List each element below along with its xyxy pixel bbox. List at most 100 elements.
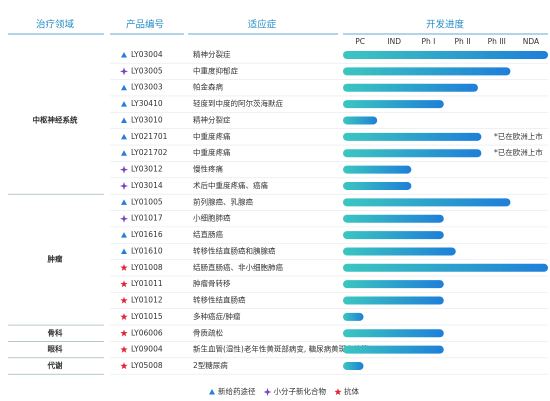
- icon: [120, 280, 128, 288]
- icon: [121, 150, 127, 156]
- progress-bar: [343, 312, 364, 321]
- product-code: LY01015: [131, 312, 163, 321]
- legend-label: 小分子新化合物: [274, 386, 327, 396]
- area-label: 骨科: [48, 327, 63, 337]
- progress-bar: [343, 100, 444, 109]
- phase-label: PC: [355, 37, 365, 46]
- progress-bar: [343, 165, 412, 174]
- icon: [120, 296, 128, 304]
- product-code: LY06006: [131, 328, 163, 337]
- progress-bar: [343, 51, 548, 59]
- icon: [121, 248, 127, 254]
- header: 治疗领域: [36, 19, 75, 31]
- progress-bar: [343, 263, 548, 272]
- indication: 转移性结直肠癌: [193, 295, 246, 305]
- icon: [120, 67, 128, 76]
- progress-bar: [343, 67, 511, 76]
- indication: 精神分裂症: [193, 49, 231, 59]
- icon: [121, 133, 127, 140]
- icon: [120, 264, 128, 271]
- indication: 前列腺癌、乳腺癌: [193, 196, 253, 206]
- product-code: LY021702: [131, 148, 168, 157]
- phase-label: Ph II: [455, 37, 471, 46]
- progress-bar: [343, 231, 444, 240]
- area-label: 肿瘤: [47, 254, 63, 264]
- progress-bar: [343, 296, 444, 305]
- progress-bar: [343, 247, 456, 256]
- header: 产品编号: [126, 19, 164, 31]
- indication: 中重度抑郁症: [193, 65, 238, 75]
- legend-label: 抗体: [344, 386, 359, 396]
- product-code: LY03005: [131, 66, 163, 75]
- indication: 中重度疼痛: [193, 131, 231, 141]
- icon: [209, 389, 215, 395]
- indication: 转移性结直肠癌和胰腺癌: [193, 245, 276, 255]
- product-code: LY01616: [131, 230, 163, 239]
- progress-bar: [343, 181, 412, 190]
- phase-label: Ph I: [421, 37, 435, 46]
- product-code: LY03004: [131, 50, 163, 59]
- phase-label: NDA: [523, 37, 540, 46]
- phase-label: IND: [387, 37, 401, 46]
- product-code: LY01011: [131, 279, 163, 288]
- icon: [120, 214, 128, 223]
- indication: 多种癌症/肿瘤: [193, 311, 241, 321]
- icon: [120, 313, 128, 320]
- progress-bar: [343, 132, 482, 141]
- progress-bar: [343, 149, 482, 158]
- product-code: LY03014: [131, 181, 163, 190]
- indication: 慢性疼痛: [193, 164, 223, 174]
- product-code: LY01017: [131, 214, 163, 223]
- progress-bar: [343, 329, 444, 338]
- area-label: 代谢: [47, 360, 63, 370]
- icon: [334, 388, 342, 396]
- indication: 精神分裂症: [193, 114, 231, 124]
- area-label: 眼科: [48, 344, 63, 354]
- icon: [120, 329, 128, 337]
- note: *已在欧洲上市: [494, 147, 543, 157]
- icon: [120, 181, 128, 190]
- product-code: LY03010: [131, 115, 163, 124]
- header: 适应症: [248, 19, 277, 31]
- indication: 中重度疼痛: [193, 147, 231, 157]
- progress-bar: [343, 214, 444, 223]
- product-code: LY01008: [131, 263, 163, 272]
- progress-bar: [343, 345, 444, 354]
- indication: 术后中重度疼痛、癌痛: [193, 180, 268, 190]
- header: 开发进度: [426, 19, 465, 31]
- icon: [121, 101, 127, 107]
- icon: [121, 199, 127, 205]
- icon: [120, 362, 128, 370]
- indication: 结肠直肠癌、非小细胞肺癌: [193, 262, 283, 272]
- note: *已在欧洲上市: [494, 131, 543, 141]
- indication: 新生血管(湿性)老年性黄斑部病变, 糖尿病黄斑水肿等: [193, 344, 369, 354]
- icon: [120, 165, 128, 174]
- progress-bar: [343, 116, 378, 125]
- icon: [120, 345, 128, 353]
- product-code: LY021701: [131, 132, 168, 141]
- area-label: 中枢神经系统: [33, 114, 78, 124]
- product-code: LY01610: [131, 246, 163, 255]
- indication: 2型糖尿病: [193, 360, 228, 370]
- indication: 骨质疏松: [193, 327, 223, 337]
- indication: 轻度到中度的阿尔茨海默症: [193, 98, 283, 108]
- indication: 小细胞肺癌: [193, 213, 231, 223]
- indication: 结直肠癌: [193, 229, 223, 239]
- icon: [121, 232, 127, 238]
- icon: [121, 52, 127, 58]
- icon: [121, 117, 127, 123]
- progress-bar: [343, 198, 511, 207]
- product-code: LY01012: [131, 296, 163, 305]
- product-code: LY05008: [131, 361, 163, 370]
- phase-label: Ph III: [488, 37, 506, 46]
- icon: [263, 388, 272, 396]
- product-code: LY01005: [131, 197, 163, 206]
- product-code: LY09004: [131, 345, 163, 354]
- product-code: LY03003: [131, 83, 163, 92]
- product-code: LY30410: [131, 99, 163, 108]
- indication: 帕金森病: [193, 82, 223, 92]
- product-code: LY03012: [131, 165, 163, 174]
- icon: [121, 84, 127, 91]
- indication: 肿瘤骨转移: [193, 278, 231, 288]
